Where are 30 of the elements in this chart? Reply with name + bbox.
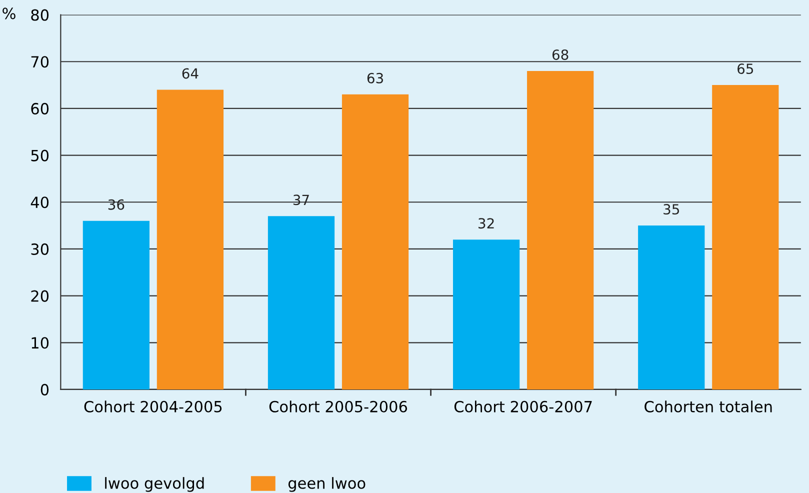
bar bbox=[268, 216, 335, 390]
bar bbox=[82, 220, 150, 390]
legend-label: geen lwoo bbox=[288, 477, 366, 492]
legend-label: lwoo gevolgd bbox=[105, 477, 204, 492]
bar bbox=[342, 94, 409, 390]
y-tick-label: 30 bbox=[31, 243, 49, 255]
bar bbox=[527, 70, 594, 390]
y-tick-label: 0 bbox=[40, 384, 49, 396]
y-tick-label: 60 bbox=[31, 102, 49, 114]
y-tick-label: 50 bbox=[31, 150, 49, 162]
bar bbox=[638, 226, 705, 390]
x-tick-label: Cohort 2005-2006 bbox=[269, 400, 408, 412]
y-tick-label: 20 bbox=[31, 290, 49, 302]
bar bbox=[156, 90, 224, 390]
data-label: 63 bbox=[367, 72, 383, 84]
y-axis-title: % bbox=[2, 8, 16, 20]
y-tick-label: 10 bbox=[32, 337, 49, 349]
data-label: 32 bbox=[478, 218, 494, 229]
data-label: 65 bbox=[738, 64, 754, 74]
x-tick-label: Cohorten totalen bbox=[644, 400, 772, 412]
x-tick-label: Cohort 2006-2007 bbox=[454, 400, 592, 412]
y-tick-label: 70 bbox=[31, 56, 49, 68]
data-label: 64 bbox=[182, 68, 198, 79]
data-label: 35 bbox=[664, 204, 679, 215]
bar bbox=[453, 240, 520, 390]
data-label: 68 bbox=[552, 49, 568, 60]
x-tick-label: Cohort 2004-2005 bbox=[84, 400, 222, 412]
y-tick-label: 80 bbox=[31, 9, 49, 21]
y-tick-label: 40 bbox=[30, 196, 49, 208]
bar bbox=[712, 85, 779, 390]
